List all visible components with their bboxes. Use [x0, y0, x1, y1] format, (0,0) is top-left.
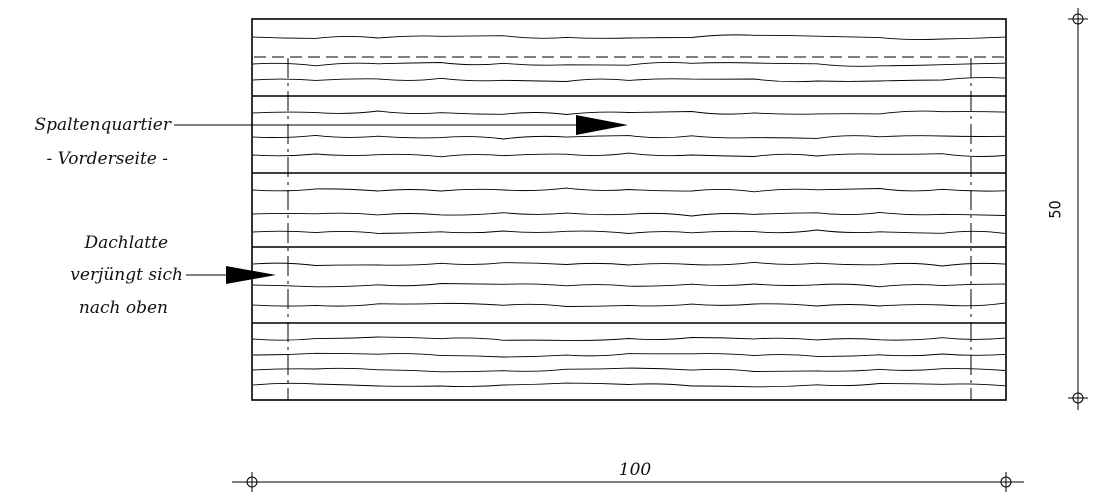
wood-grain-line [252, 110, 1006, 115]
height-dimension [1068, 8, 1088, 410]
wood-grain-line [252, 382, 1006, 388]
wood-grain-line [252, 302, 1006, 307]
wood-grain-line [252, 152, 1006, 158]
dachlatte-label-line1: Dachlatte [84, 233, 168, 253]
wood-grain-line [252, 261, 1006, 267]
wood-grain-line [252, 34, 1006, 41]
plank-separators [252, 95, 1006, 324]
height-dimension-label: 50 [1045, 200, 1065, 219]
dachlatte-label-line3: nach oben [78, 298, 168, 318]
width-dimension-label: 100 [618, 460, 652, 480]
wood-grain-line [252, 211, 1006, 217]
spaltenquartier-label: Spaltenquartier [34, 115, 172, 135]
wood-grain-line [252, 62, 1006, 67]
spaltenquartier-arrow-icon [576, 115, 628, 135]
wood-grain-line [252, 336, 1006, 341]
wood-grain-line [252, 283, 1006, 288]
wood-grain-line [252, 187, 1006, 193]
wood-grain-line [252, 367, 1006, 373]
wood-grain-lines [252, 34, 1006, 388]
vorderseite-label: - Vorderseite - [46, 149, 168, 169]
wood-grain-line [252, 352, 1006, 358]
dachlatte-label-line2: verjüngt sich [70, 265, 183, 285]
board-outline [251, 18, 1007, 401]
wood-grain-line [252, 229, 1006, 234]
dachlatte-arrow-icon [226, 266, 276, 284]
width-dimension [232, 472, 1024, 492]
wood-grain-line [252, 77, 1006, 83]
wood-grain-line [252, 134, 1006, 140]
